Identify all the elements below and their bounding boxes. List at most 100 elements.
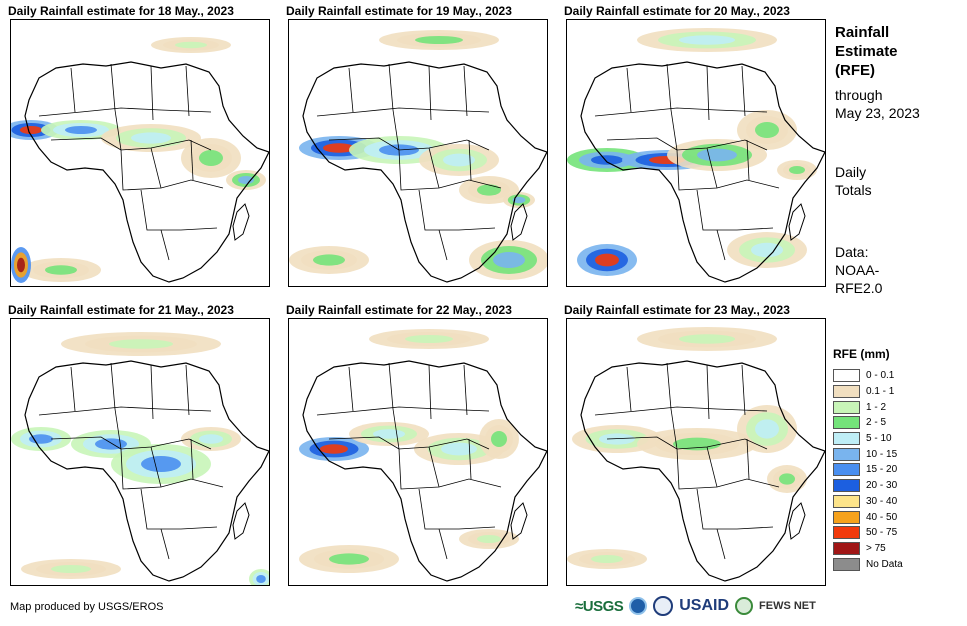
- rainfall-area: [51, 565, 91, 573]
- country-border: [316, 406, 490, 416]
- data-source-line: NOAA-: [835, 262, 880, 278]
- rainfall-area: [477, 184, 501, 196]
- rainfall-area: [199, 150, 223, 166]
- country-border: [428, 147, 440, 189]
- legend-swatch: [833, 510, 860, 524]
- rainfall-area: [443, 153, 475, 167]
- rainfall-area: [591, 555, 623, 563]
- country-border: [696, 488, 774, 530]
- legend-swatch: [833, 385, 860, 399]
- country-border: [746, 139, 750, 181]
- data-source-line: RFE2.0: [835, 280, 883, 296]
- legend-label: No Data: [866, 558, 903, 570]
- country-border: [468, 139, 472, 181]
- usaid-seal-icon: [653, 596, 674, 616]
- legend-label: 0 - 0.1: [866, 370, 895, 382]
- country-border: [190, 438, 194, 480]
- usgs-logo: ≈USGS: [575, 597, 624, 615]
- legend-rows: 0 - 0.1 0.1 - 1 1 - 2 2 - 5 5 - 10 10 - 15 15 …: [833, 368, 903, 572]
- rainfall-area: [697, 148, 737, 162]
- legend-item: 1 - 2: [833, 399, 903, 415]
- legend-swatch: [833, 447, 860, 461]
- country-border: [463, 65, 468, 117]
- legend-label: 50 - 75: [866, 527, 898, 539]
- country-border: [706, 364, 710, 420]
- legend-label: 5 - 10: [866, 433, 892, 445]
- rainfall-area: [679, 334, 735, 344]
- country-border: [594, 107, 768, 117]
- legend-item: 30 - 40: [833, 494, 903, 510]
- country-border: [428, 446, 440, 488]
- country-border: [428, 65, 432, 121]
- rainfall-map: [10, 19, 270, 287]
- legend-item: 0.1 - 1: [833, 384, 903, 400]
- country-border: [706, 147, 718, 189]
- africa-coastline: [302, 61, 547, 283]
- country-border: [428, 364, 432, 420]
- legend-swatch: [833, 432, 860, 446]
- rainfall-area: [673, 437, 721, 451]
- africa-coastline: [24, 360, 269, 582]
- country-border: [70, 366, 76, 412]
- noaa-logo-icon: [629, 597, 648, 615]
- country-border: [418, 488, 496, 530]
- map-panel-2: Daily Rainfall estimate for 19 May., 202…: [286, 4, 550, 287]
- rainfall-area: [323, 143, 355, 153]
- legend-item: 15 - 20: [833, 462, 903, 478]
- madagascar-outline: [232, 502, 250, 540]
- map-panel-5: Daily Rainfall estimate for 22 May., 202…: [286, 303, 550, 586]
- legend-label: 40 - 50: [866, 511, 898, 523]
- legend-item: 10 - 15: [833, 446, 903, 462]
- legend-swatch: [833, 494, 860, 508]
- legend-title: RFE (mm): [833, 347, 890, 361]
- rainfall-map: [566, 19, 826, 287]
- rainfall-area: [131, 132, 171, 144]
- country-border: [110, 362, 116, 410]
- rainfall-map: [288, 318, 548, 586]
- country-border: [50, 137, 122, 151]
- country-border: [50, 436, 122, 450]
- rainfall-area: [141, 456, 181, 472]
- country-border: [741, 364, 746, 416]
- country-border: [150, 364, 154, 420]
- data-source-line: Data:: [835, 244, 869, 260]
- country-border: [741, 65, 746, 117]
- rainfall-area: [45, 265, 77, 275]
- country-border: [594, 406, 768, 416]
- legend-label: 30 - 40: [866, 495, 898, 507]
- country-border: [626, 366, 632, 412]
- madagascar-outline: [232, 203, 250, 241]
- legend-item: 2 - 5: [833, 415, 903, 431]
- rainfall-map: [10, 318, 270, 586]
- rainfall-area: [17, 257, 25, 273]
- legend-label: 15 - 20: [866, 464, 898, 476]
- product-title-line: Estimate: [835, 43, 898, 60]
- map-credit: Map produced by USGS/EROS: [10, 601, 164, 613]
- country-border: [696, 189, 774, 231]
- rainfall-area: [779, 473, 795, 485]
- rainfall-area: [95, 438, 127, 450]
- africa-coastline: [24, 61, 269, 283]
- legend-item: 50 - 75: [833, 525, 903, 541]
- africa-coastline: [302, 360, 547, 582]
- rainfall-area: [320, 444, 348, 454]
- country-border: [160, 528, 170, 560]
- country-border: [348, 67, 354, 113]
- product-title-line: (RFE): [835, 62, 875, 79]
- legend-item: 20 - 30: [833, 478, 903, 494]
- country-border: [190, 139, 194, 181]
- through-label: through: [835, 87, 883, 103]
- legend-label: 2 - 5: [866, 417, 887, 429]
- map-panel-1: Daily Rainfall estimate for 18 May., 202…: [8, 4, 272, 287]
- rainfall-area: [512, 196, 526, 204]
- legend-swatch: [833, 479, 860, 493]
- product-title: Rainfall Estimate (RFE): [835, 23, 898, 80]
- rainfall-area: [751, 242, 783, 258]
- country-border: [348, 366, 354, 412]
- country-border: [606, 436, 678, 450]
- madagascar-outline: [510, 502, 528, 540]
- rainfall-area: [19, 126, 43, 134]
- country-border: [463, 364, 468, 416]
- country-border: [140, 189, 218, 231]
- usaid-logo: USAID: [679, 597, 730, 614]
